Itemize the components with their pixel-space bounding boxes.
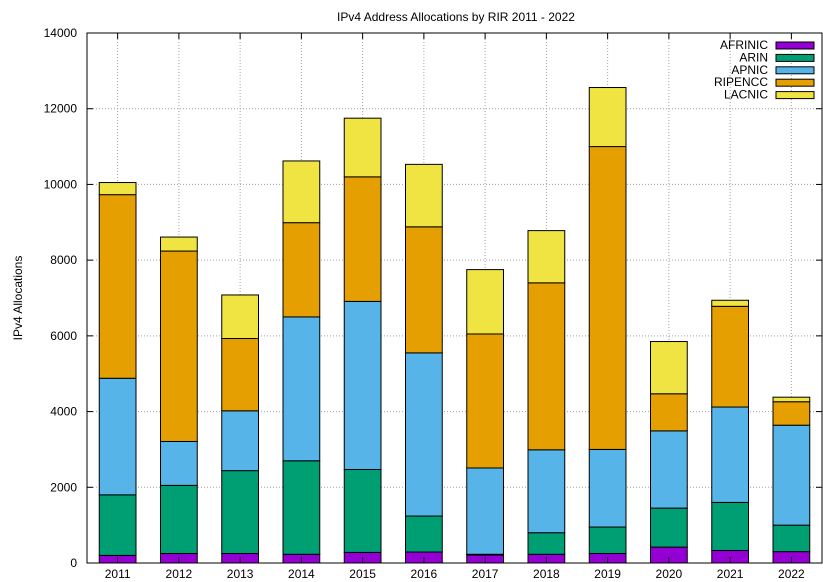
x-tick-label: 2020 [656, 567, 683, 581]
legend-label-arin: ARIN [739, 50, 768, 64]
bar-segment-arin-2012 [160, 484, 198, 555]
y-axis-ticks: 0 2000 4000 6000 8000 10000 12000 14000 [44, 26, 822, 570]
bar-segment-lacnic-2016 [405, 163, 443, 228]
x-tick-label: 2012 [166, 567, 193, 581]
bar-segment-lacnic-2019 [588, 87, 627, 148]
bar-segment-arin-2021 [711, 501, 749, 552]
x-tick-label: 2016 [411, 567, 438, 581]
bar-segment-lacnic-2022 [772, 396, 811, 403]
bar-segment-apnic-2016 [405, 352, 443, 517]
y-tick-label: 10000 [44, 177, 78, 191]
bar-segment-lacnic-2015 [343, 117, 382, 178]
bar-segment-arin-2018 [527, 532, 566, 555]
bar-segment-ripencc-2020 [650, 393, 688, 432]
bar-segment-apnic-2017 [466, 467, 504, 555]
bar-segment-lacnic-2021 [711, 299, 749, 307]
bar-segment-ripencc-2018 [527, 282, 566, 451]
bar-segment-ripencc-2011 [98, 194, 137, 379]
legend-swatch-apnic [775, 66, 815, 75]
x-axis-ticks: 2011 2012 2013 2014 2015 2016 2017 2018 2019 2020… [105, 33, 805, 581]
bar-segment-lacnic-2018 [527, 230, 566, 284]
bar-segment-lacnic-2017 [466, 269, 504, 335]
bar-segment-arin-2022 [772, 524, 811, 553]
bar-segment-ripencc-2013 [221, 338, 259, 412]
legend-label-apnic: APNIC [731, 63, 768, 77]
x-tick-label: 2019 [594, 567, 621, 581]
bar-segment-apnic-2018 [527, 449, 566, 534]
bar-segment-ripencc-2016 [405, 226, 443, 354]
bar-segment-lacnic-2012 [160, 236, 198, 252]
legend-swatch-ripencc [775, 78, 815, 87]
x-tick-label: 2018 [533, 567, 560, 581]
bar-segment-apnic-2012 [160, 440, 198, 486]
bar-segment-apnic-2020 [650, 430, 688, 509]
bar-segment-ripencc-2019 [588, 146, 627, 450]
bar-segment-lacnic-2013 [221, 294, 259, 340]
y-axis-label: IPv4 Allocations [11, 256, 25, 341]
x-tick-label: 2015 [349, 567, 376, 581]
bar-segment-arin-2016 [405, 515, 443, 553]
bar-segment-arin-2011 [98, 494, 137, 556]
bar-segment-apnic-2022 [772, 424, 811, 526]
y-tick-label: 14000 [44, 26, 78, 40]
x-tick-label: 2017 [472, 567, 499, 581]
plot-border [86, 32, 823, 564]
bar-segment-apnic-2011 [98, 377, 137, 496]
x-tick-label: 2014 [288, 567, 315, 581]
x-tick-label: 2011 [105, 567, 131, 581]
y-tick-label: 2000 [50, 480, 77, 494]
bar-segment-arin-2013 [221, 470, 259, 555]
bar-segment-lacnic-2014 [282, 160, 321, 224]
bar-segment-ripencc-2015 [343, 176, 382, 302]
legend-swatch-lacnic [775, 91, 815, 100]
y-tick-label: 4000 [50, 405, 77, 419]
bar-segment-ripencc-2022 [772, 401, 811, 426]
bar-segment-ripencc-2021 [711, 305, 749, 408]
legend-label-afrinic: AFRINIC [720, 38, 768, 52]
legend-swatch-arin [775, 53, 815, 62]
bar-segment-arin-2014 [282, 460, 321, 555]
legend-swatch-afrinic [775, 41, 815, 50]
bar-segment-ripencc-2014 [282, 222, 321, 318]
y-tick-label: 0 [70, 556, 77, 570]
bar-segment-ripencc-2017 [466, 333, 504, 469]
bars-group [98, 87, 811, 564]
bar-segment-arin-2015 [343, 468, 382, 553]
x-tick-label: 2021 [717, 567, 744, 581]
bar-segment-apnic-2019 [588, 448, 627, 528]
x-tick-label: 2022 [778, 567, 805, 581]
y-tick-label: 8000 [50, 253, 77, 267]
bar-segment-apnic-2015 [343, 300, 382, 470]
bar-segment-lacnic-2011 [98, 182, 137, 196]
chart-title: IPv4 Address Allocations by RIR 2011 - 2… [337, 10, 575, 24]
legend-label-ripencc: RIPENCC [714, 75, 768, 89]
y-tick-label: 6000 [50, 329, 77, 343]
bar-segment-apnic-2014 [282, 316, 321, 462]
bar-segment-ripencc-2012 [160, 250, 198, 442]
bar-segment-apnic-2013 [221, 410, 259, 472]
bar-segment-lacnic-2020 [650, 341, 688, 395]
x-tick-label: 2013 [227, 567, 254, 581]
y-tick-label: 12000 [44, 102, 78, 116]
legend-label-lacnic: LACNIC [724, 88, 768, 102]
bar-segment-apnic-2021 [711, 406, 749, 503]
bar-segment-arin-2020 [650, 507, 688, 548]
bar-segment-arin-2019 [588, 526, 627, 555]
